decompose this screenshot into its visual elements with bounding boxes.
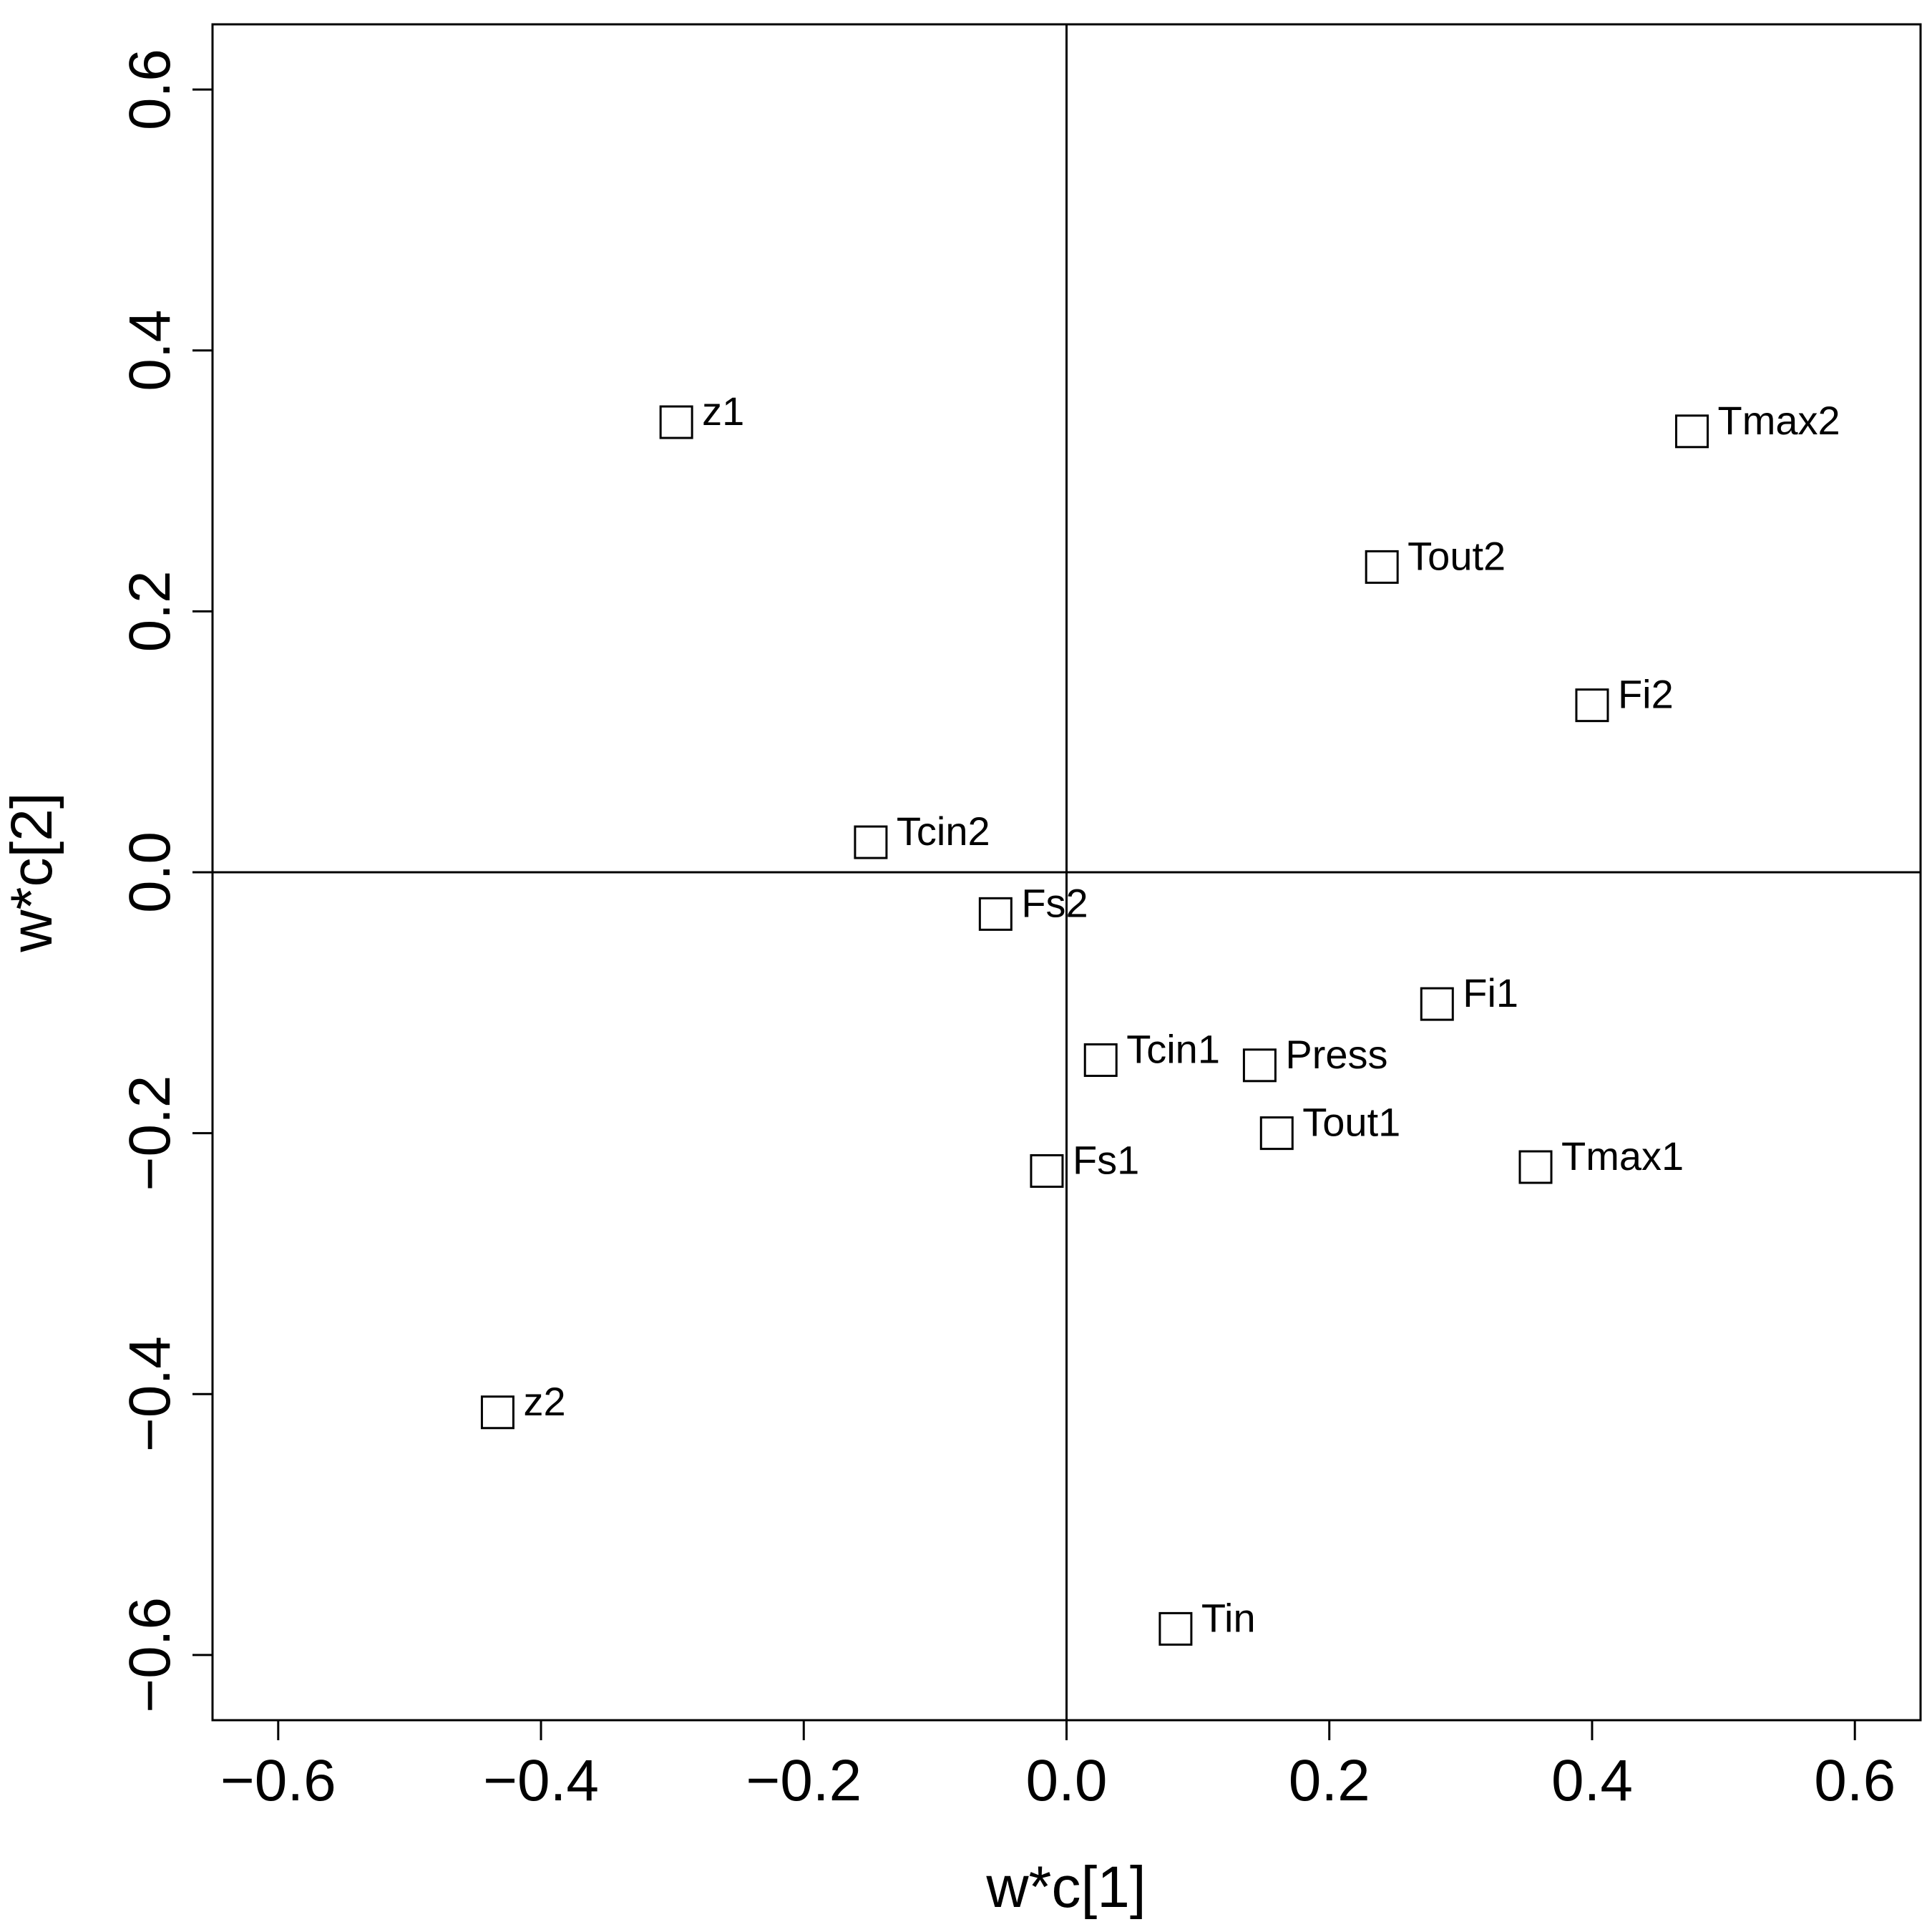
point-marker: [1259, 1116, 1294, 1151]
point-marker: [1242, 1048, 1277, 1083]
x-tick-label: 0.2: [1289, 1748, 1370, 1813]
y-tick-label: 0.2: [117, 570, 182, 652]
point-label: Fs1: [1073, 1137, 1139, 1182]
y-tick-label: 0.6: [117, 49, 182, 130]
point-tmax2: Tmax2: [1675, 398, 1840, 449]
x-tick-label: 0.0: [1026, 1748, 1108, 1813]
point-tcin2: Tcin2: [854, 809, 990, 859]
point-label: Press: [1285, 1032, 1387, 1077]
x-tick-label: 0.4: [1551, 1748, 1633, 1813]
point-tin: Tin: [1158, 1595, 1256, 1646]
point-label: Tout2: [1407, 533, 1506, 578]
y-tick-label: −0.4: [117, 1336, 182, 1452]
x-axis-title: w*c[1]: [985, 1855, 1146, 1920]
point-marker: [1365, 550, 1399, 584]
point-tout2: Tout2: [1365, 533, 1506, 584]
y-axis: −0.6 −0.4 −0.2 0.0 0.2 0.4 0.6: [117, 49, 214, 1713]
x-tick-label: 0.6: [1814, 1748, 1896, 1813]
y-tick-label: −0.6: [117, 1597, 182, 1713]
point-marker: [1675, 414, 1709, 449]
point-marker: [1158, 1611, 1193, 1646]
point-fs2: Fs2: [978, 880, 1088, 931]
point-label: Tmax2: [1718, 398, 1840, 443]
data-points: z1 Tmax2 Tout2 Fi2 Tcin2 Fs2 Fi1 Tcin1 Press Tout…: [480, 389, 1840, 1646]
point-marker: [1083, 1043, 1118, 1078]
point-marker: [978, 897, 1013, 931]
point-press: Press: [1242, 1032, 1388, 1083]
point-label: Tout1: [1302, 1100, 1400, 1145]
point-label: Fs2: [1021, 880, 1088, 925]
point-label: z1: [702, 389, 744, 434]
point-label: Tin: [1201, 1595, 1256, 1640]
point-marker: [1030, 1153, 1064, 1188]
x-axis: −0.6 −0.4 −0.2 0.0 0.2 0.4 0.6: [220, 1719, 1896, 1813]
y-axis-title: w*c[2]: [0, 792, 64, 952]
point-z1: z1: [659, 389, 744, 439]
point-marker: [1518, 1150, 1553, 1184]
point-marker: [659, 405, 693, 439]
reference-lines: [213, 24, 1921, 1720]
point-label: Fi1: [1463, 970, 1518, 1015]
point-tout1: Tout1: [1259, 1100, 1400, 1151]
point-tmax1: Tmax1: [1518, 1133, 1684, 1184]
point-marker: [854, 825, 888, 859]
x-tick-label: −0.6: [220, 1748, 336, 1813]
x-tick-label: −0.4: [483, 1748, 599, 1813]
y-tick-label: 0.4: [117, 310, 182, 391]
point-marker: [1575, 688, 1609, 723]
point-label: Tmax1: [1561, 1133, 1684, 1179]
point-label: Tcin1: [1126, 1027, 1220, 1072]
point-z2: z2: [480, 1379, 566, 1430]
point-marker: [480, 1395, 514, 1430]
point-tcin1: Tcin1: [1083, 1027, 1220, 1078]
point-fi2: Fi2: [1575, 672, 1674, 723]
x-tick-label: −0.2: [746, 1748, 862, 1813]
point-marker: [1420, 987, 1454, 1021]
point-fs1: Fs1: [1030, 1137, 1139, 1188]
point-fi1: Fi1: [1420, 970, 1518, 1021]
point-label: z2: [523, 1379, 565, 1424]
point-label: Tcin2: [897, 809, 990, 854]
y-tick-label: 0.0: [117, 831, 182, 913]
y-tick-label: −0.2: [117, 1075, 182, 1191]
point-label: Fi2: [1618, 672, 1674, 717]
